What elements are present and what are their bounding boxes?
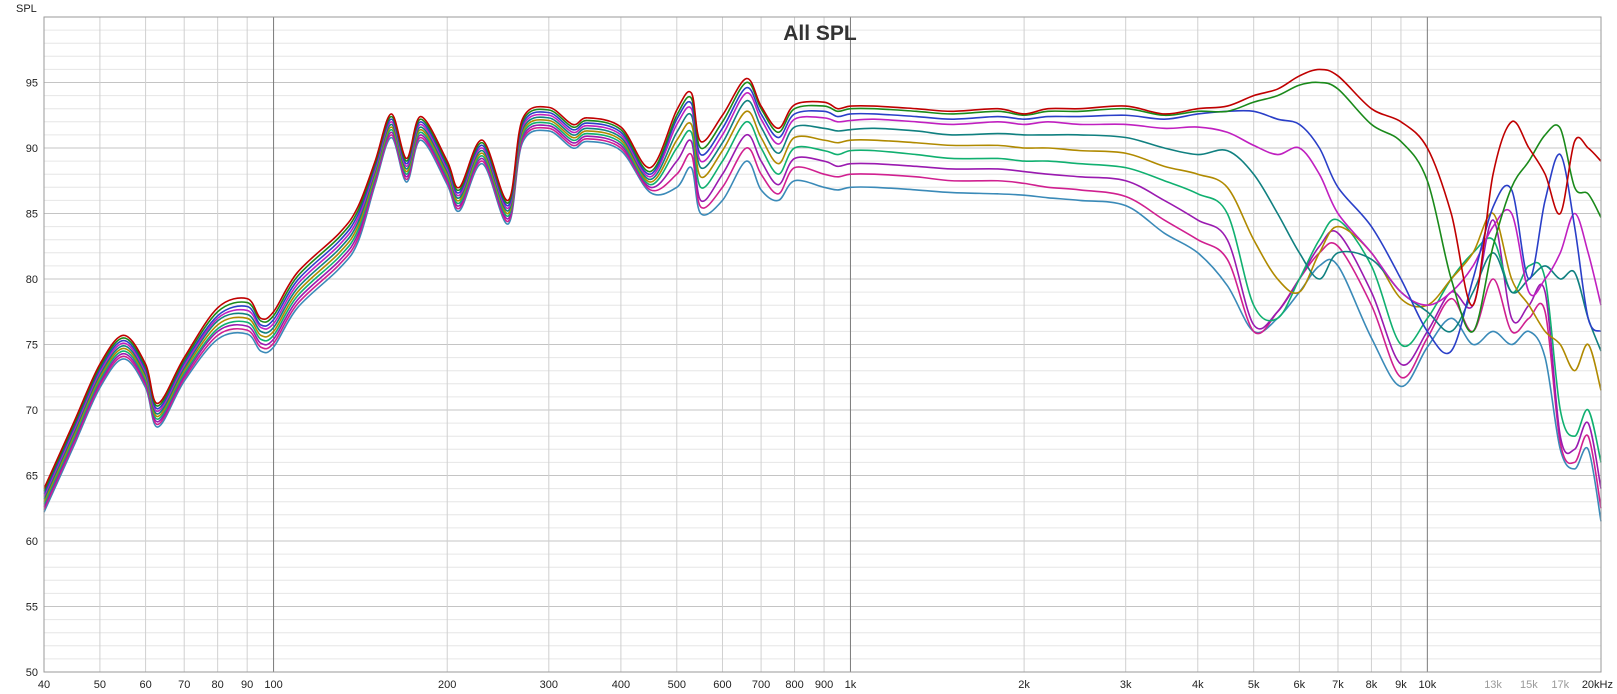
series-lines [43,68,1602,522]
y-tick-label: 80 [26,274,38,286]
x-tick-label: 70 [178,679,190,691]
x-tick-label: 60 [139,679,151,691]
x-tick-label: 4k [1192,679,1204,691]
x-tick-label: 10k [1418,679,1436,691]
x-tick-label: 9k [1395,679,1407,691]
chart-title: All SPL [783,22,857,45]
x-tick-label: 200 [438,679,456,691]
x-tick-label: 700 [752,679,770,691]
series-line [43,68,1602,489]
x-tick-label: 800 [785,679,803,691]
y-tick-label: 65 [26,471,38,483]
series-line [43,124,1602,508]
y-tick-label: 55 [26,602,38,614]
x-tick-label: 1k [845,679,857,691]
x-tick-label: 80 [212,679,224,691]
x-tick-label: 90 [241,679,253,691]
series-line [43,86,1602,495]
y-tick-label: 60 [26,536,38,548]
x-tick-label: 40 [38,679,50,691]
x-tick-label: 600 [713,679,731,691]
series-line [43,110,1602,503]
series-line [43,92,1602,497]
y-tick-label: 90 [26,143,38,155]
x-tick-label: 50 [94,679,106,691]
x-tick-label: 100 [264,679,282,691]
x-tick-label: 20kHz [1582,679,1613,691]
series-line [43,129,1602,522]
x-tick-label: 5k [1248,679,1260,691]
x-tick-label: 15k [1520,679,1538,691]
x-tick-label: 13k [1484,679,1502,691]
y-tick-label: 70 [26,405,38,417]
x-tick-label: 6k [1294,679,1306,691]
x-tick-label: 400 [612,679,630,691]
x-tick-label: 2k [1018,679,1030,691]
y-tick-label: 95 [26,78,38,90]
y-tick-label: 50 [26,667,38,679]
grid-lines [44,17,1601,672]
x-tick-label: 500 [668,679,686,691]
series-line [43,126,1602,510]
y-tick-label: 85 [26,209,38,221]
x-tick-label: 900 [815,679,833,691]
x-tick-label: 17k [1551,679,1569,691]
x-tick-label: 3k [1120,679,1132,691]
x-tick-label: 8k [1366,679,1378,691]
y-tick-label: 75 [26,340,38,352]
y-axis-label: SPL [16,3,37,15]
plot-frame [43,16,1602,673]
x-tick-label: 300 [540,679,558,691]
series-line [43,120,1602,505]
series-line [43,81,1602,492]
x-tick-label: 7k [1332,679,1344,691]
